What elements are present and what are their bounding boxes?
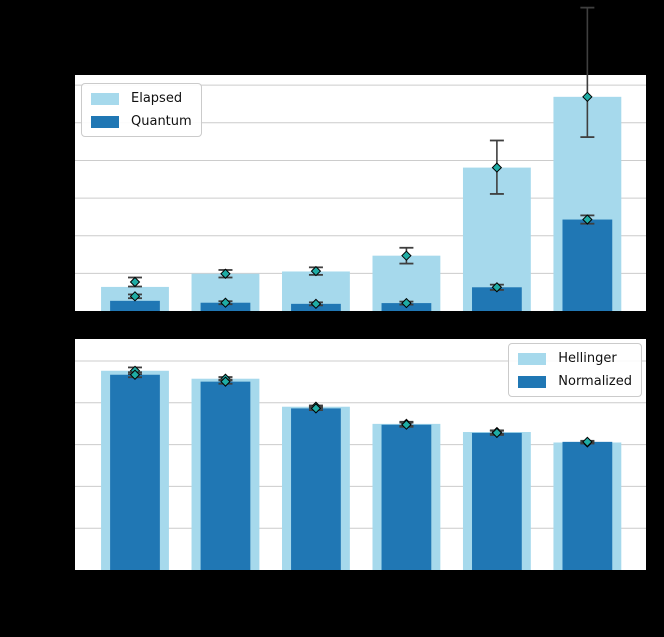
normalized-bar: [472, 432, 522, 570]
legend-item-hellinger: Hellinger: [518, 350, 632, 367]
mean-diamond-marker: [491, 427, 503, 439]
quantum-bar: [472, 287, 522, 311]
normalized-bar: [381, 424, 432, 570]
legend-item-quantum: Quantum: [91, 113, 192, 130]
normalized-label: Normalized: [558, 374, 632, 389]
quantum-bar: [562, 219, 613, 311]
normalized-bar: [110, 374, 160, 570]
elapsed-label: Elapsed: [131, 91, 183, 106]
mean-diamond-marker: [220, 268, 231, 279]
mean-diamond-marker: [310, 265, 322, 277]
normalized-bar: [291, 408, 341, 570]
mean-diamond-marker: [491, 282, 503, 293]
mean-diamond-marker: [582, 91, 593, 103]
hellinger-label: Hellinger: [558, 351, 617, 366]
fidelity-legend: Hellinger Normalized: [508, 343, 642, 397]
mean-diamond-marker: [220, 297, 231, 308]
mean-diamond-marker: [310, 298, 322, 310]
normalized-bar: [562, 441, 613, 570]
mean-diamond-marker: [491, 162, 503, 173]
quantum-swatch: [91, 115, 119, 128]
mean-diamond-marker: [129, 369, 141, 380]
legend-item-normalized: Normalized: [518, 373, 632, 390]
mean-diamond-marker: [582, 214, 593, 225]
mean-diamond-marker: [401, 419, 412, 430]
fidelity-chart-axes: Hellinger Normalized: [75, 339, 646, 570]
mean-diamond-marker: [129, 291, 141, 302]
mean-diamond-marker: [401, 297, 412, 309]
fidelity-chart-plot: [75, 360, 646, 570]
elapsed-swatch: [91, 92, 119, 105]
mean-diamond-marker: [129, 276, 141, 288]
quantum-bar: [110, 300, 160, 311]
normalized-bar: [200, 381, 251, 570]
mean-diamond-marker: [220, 376, 231, 387]
legend-item-elapsed: Elapsed: [91, 90, 192, 107]
runtime-chart-axes: Elapsed Quantum: [75, 6, 646, 312]
runtime-legend: Elapsed Quantum: [81, 83, 202, 137]
mean-diamond-marker: [582, 436, 593, 448]
normalized-swatch: [518, 375, 547, 388]
hellinger-swatch: [518, 352, 547, 365]
mean-diamond-marker: [401, 250, 412, 261]
mean-diamond-marker: [310, 403, 322, 414]
quantum-label: Quantum: [131, 114, 192, 129]
